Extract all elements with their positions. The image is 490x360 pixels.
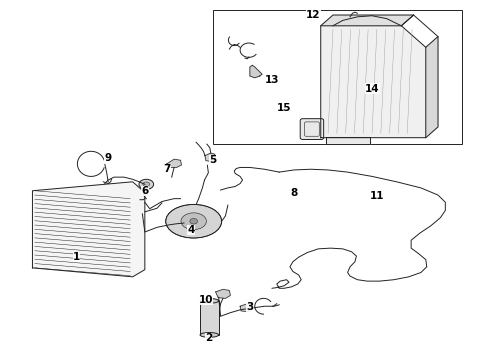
Polygon shape: [216, 289, 230, 298]
Text: 11: 11: [369, 191, 384, 201]
Text: 5: 5: [210, 155, 217, 165]
Text: 15: 15: [277, 103, 292, 113]
Text: 3: 3: [246, 302, 253, 312]
Polygon shape: [167, 159, 181, 167]
Text: 6: 6: [141, 186, 148, 196]
Bar: [213, 10, 463, 144]
Polygon shape: [240, 304, 253, 312]
Ellipse shape: [181, 213, 206, 230]
Polygon shape: [32, 182, 145, 277]
Ellipse shape: [200, 298, 219, 303]
Text: 9: 9: [105, 153, 112, 163]
Text: 10: 10: [198, 295, 213, 305]
Polygon shape: [326, 137, 369, 144]
Ellipse shape: [166, 204, 221, 238]
Text: 1: 1: [73, 252, 80, 262]
Polygon shape: [205, 153, 216, 161]
Ellipse shape: [143, 182, 150, 186]
Polygon shape: [250, 65, 262, 78]
Polygon shape: [321, 26, 426, 138]
Ellipse shape: [190, 219, 197, 224]
Ellipse shape: [200, 333, 219, 337]
FancyBboxPatch shape: [300, 119, 324, 139]
Text: 7: 7: [163, 164, 171, 174]
Text: 8: 8: [290, 188, 297, 198]
Polygon shape: [321, 15, 414, 26]
Ellipse shape: [139, 179, 154, 189]
Text: 14: 14: [365, 84, 379, 94]
Bar: [200, 301, 219, 335]
Text: 12: 12: [306, 10, 320, 20]
Text: 2: 2: [205, 333, 212, 343]
Text: 4: 4: [188, 225, 195, 235]
Text: 13: 13: [265, 75, 279, 85]
Polygon shape: [426, 37, 438, 138]
